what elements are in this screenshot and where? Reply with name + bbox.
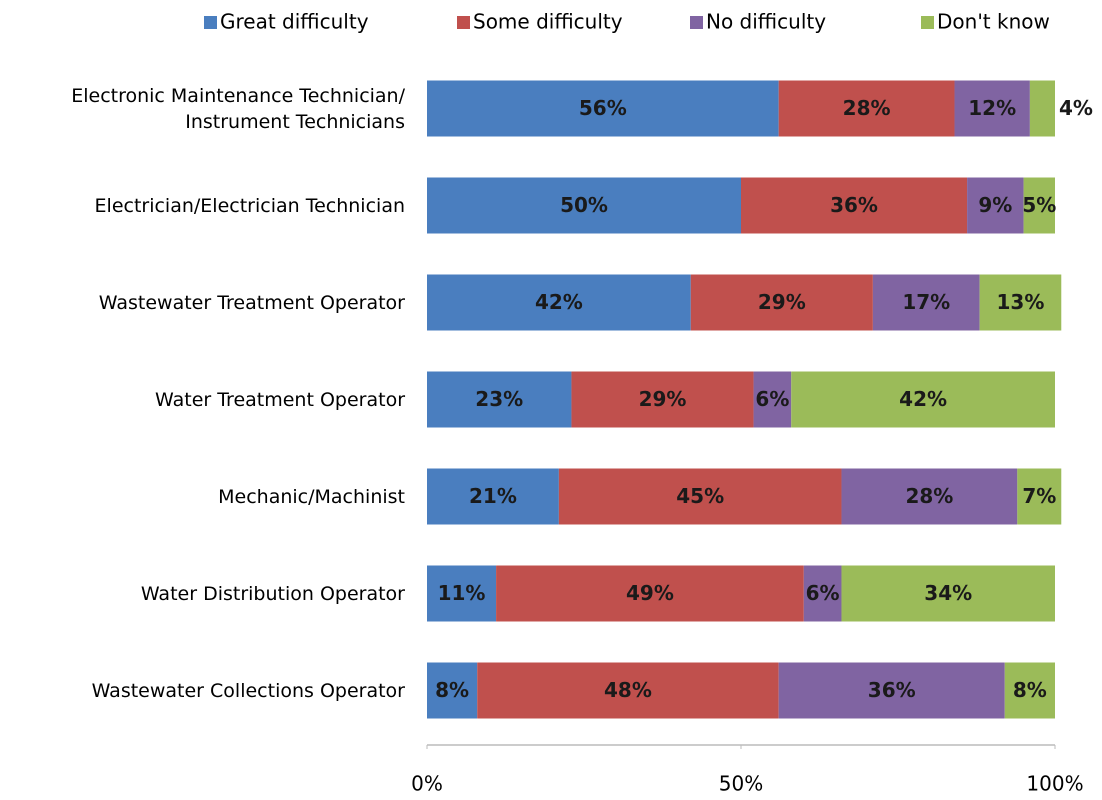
x-tick-label: 0% bbox=[411, 772, 443, 796]
data-label: 29% bbox=[639, 387, 687, 411]
bar-segment bbox=[753, 371, 792, 428]
data-label: 42% bbox=[899, 387, 947, 411]
legend-swatch bbox=[921, 16, 934, 29]
bar-segment bbox=[803, 565, 842, 622]
legend-swatch bbox=[457, 16, 470, 29]
data-label: 28% bbox=[905, 484, 953, 508]
bar-segment bbox=[741, 177, 968, 234]
data-label: 9% bbox=[978, 193, 1012, 217]
x-tick-label: 100% bbox=[1026, 772, 1083, 796]
bar-segment bbox=[690, 274, 873, 331]
legend-swatch bbox=[690, 16, 703, 29]
data-label: 21% bbox=[469, 484, 517, 508]
data-label: 49% bbox=[626, 581, 674, 605]
bar-segment bbox=[872, 274, 980, 331]
data-label: 11% bbox=[438, 581, 486, 605]
bar-segment bbox=[427, 80, 779, 137]
data-label: 17% bbox=[902, 290, 950, 314]
bar-segment bbox=[1023, 177, 1055, 234]
bar-segment bbox=[841, 565, 1055, 622]
data-label: 28% bbox=[843, 96, 891, 120]
data-label: 13% bbox=[997, 290, 1045, 314]
data-label: 7% bbox=[1022, 484, 1056, 508]
y-tick-label: Wastewater Treatment Operator bbox=[98, 291, 405, 314]
bar-segment bbox=[1017, 468, 1062, 525]
data-label: 8% bbox=[1013, 678, 1047, 702]
x-tick-label: 50% bbox=[719, 772, 763, 796]
legend-swatch bbox=[204, 16, 217, 29]
data-label: 6% bbox=[806, 581, 840, 605]
bar-segment bbox=[427, 177, 741, 234]
bar-segment bbox=[778, 80, 955, 137]
bar-segment bbox=[841, 468, 1018, 525]
y-tick-label: Electronic Maintenance Technician/ Instr… bbox=[71, 84, 405, 133]
data-label: 50% bbox=[560, 193, 608, 217]
bar-segment bbox=[427, 468, 559, 525]
legend-label: No difficulty bbox=[706, 10, 826, 34]
data-label: 4% bbox=[1059, 96, 1093, 120]
legend-label: Don't know bbox=[937, 10, 1050, 34]
y-tick-label: Water Treatment Operator bbox=[155, 388, 405, 411]
bar-segment bbox=[496, 565, 804, 622]
legend-label: Some difficulty bbox=[473, 10, 623, 34]
bar-segment bbox=[791, 371, 1055, 428]
bar-segment bbox=[558, 468, 842, 525]
data-label: 23% bbox=[475, 387, 523, 411]
data-label: 6% bbox=[755, 387, 789, 411]
data-label: 48% bbox=[604, 678, 652, 702]
bar-segment bbox=[427, 371, 572, 428]
bar-segment bbox=[1029, 80, 1055, 137]
bar-segment bbox=[979, 274, 1062, 331]
bar-segment bbox=[427, 274, 691, 331]
data-label: 12% bbox=[968, 96, 1016, 120]
y-tick-label: Mechanic/Machinist bbox=[218, 485, 405, 508]
data-label: 8% bbox=[435, 678, 469, 702]
bar-segment bbox=[778, 662, 1005, 719]
y-tick-label: Water Distribution Operator bbox=[140, 582, 405, 605]
y-tick-label: Electrician/Electrician Technician bbox=[94, 194, 405, 217]
data-label: 45% bbox=[676, 484, 724, 508]
data-label: 5% bbox=[1022, 193, 1056, 217]
bar-segment bbox=[571, 371, 754, 428]
bar-segment bbox=[1004, 662, 1055, 719]
bar-segment bbox=[427, 565, 497, 622]
bar-segment bbox=[427, 662, 478, 719]
data-label: 34% bbox=[924, 581, 972, 605]
data-label: 42% bbox=[535, 290, 583, 314]
data-label: 36% bbox=[868, 678, 916, 702]
bar-segment bbox=[954, 80, 1030, 137]
legend-label: Great difficulty bbox=[220, 10, 369, 34]
y-tick-label: Wastewater Collections Operator bbox=[91, 679, 405, 702]
data-label: 56% bbox=[579, 96, 627, 120]
bar-segment bbox=[477, 662, 779, 719]
bar-segment bbox=[967, 177, 1024, 234]
data-label: 29% bbox=[758, 290, 806, 314]
data-label: 36% bbox=[830, 193, 878, 217]
